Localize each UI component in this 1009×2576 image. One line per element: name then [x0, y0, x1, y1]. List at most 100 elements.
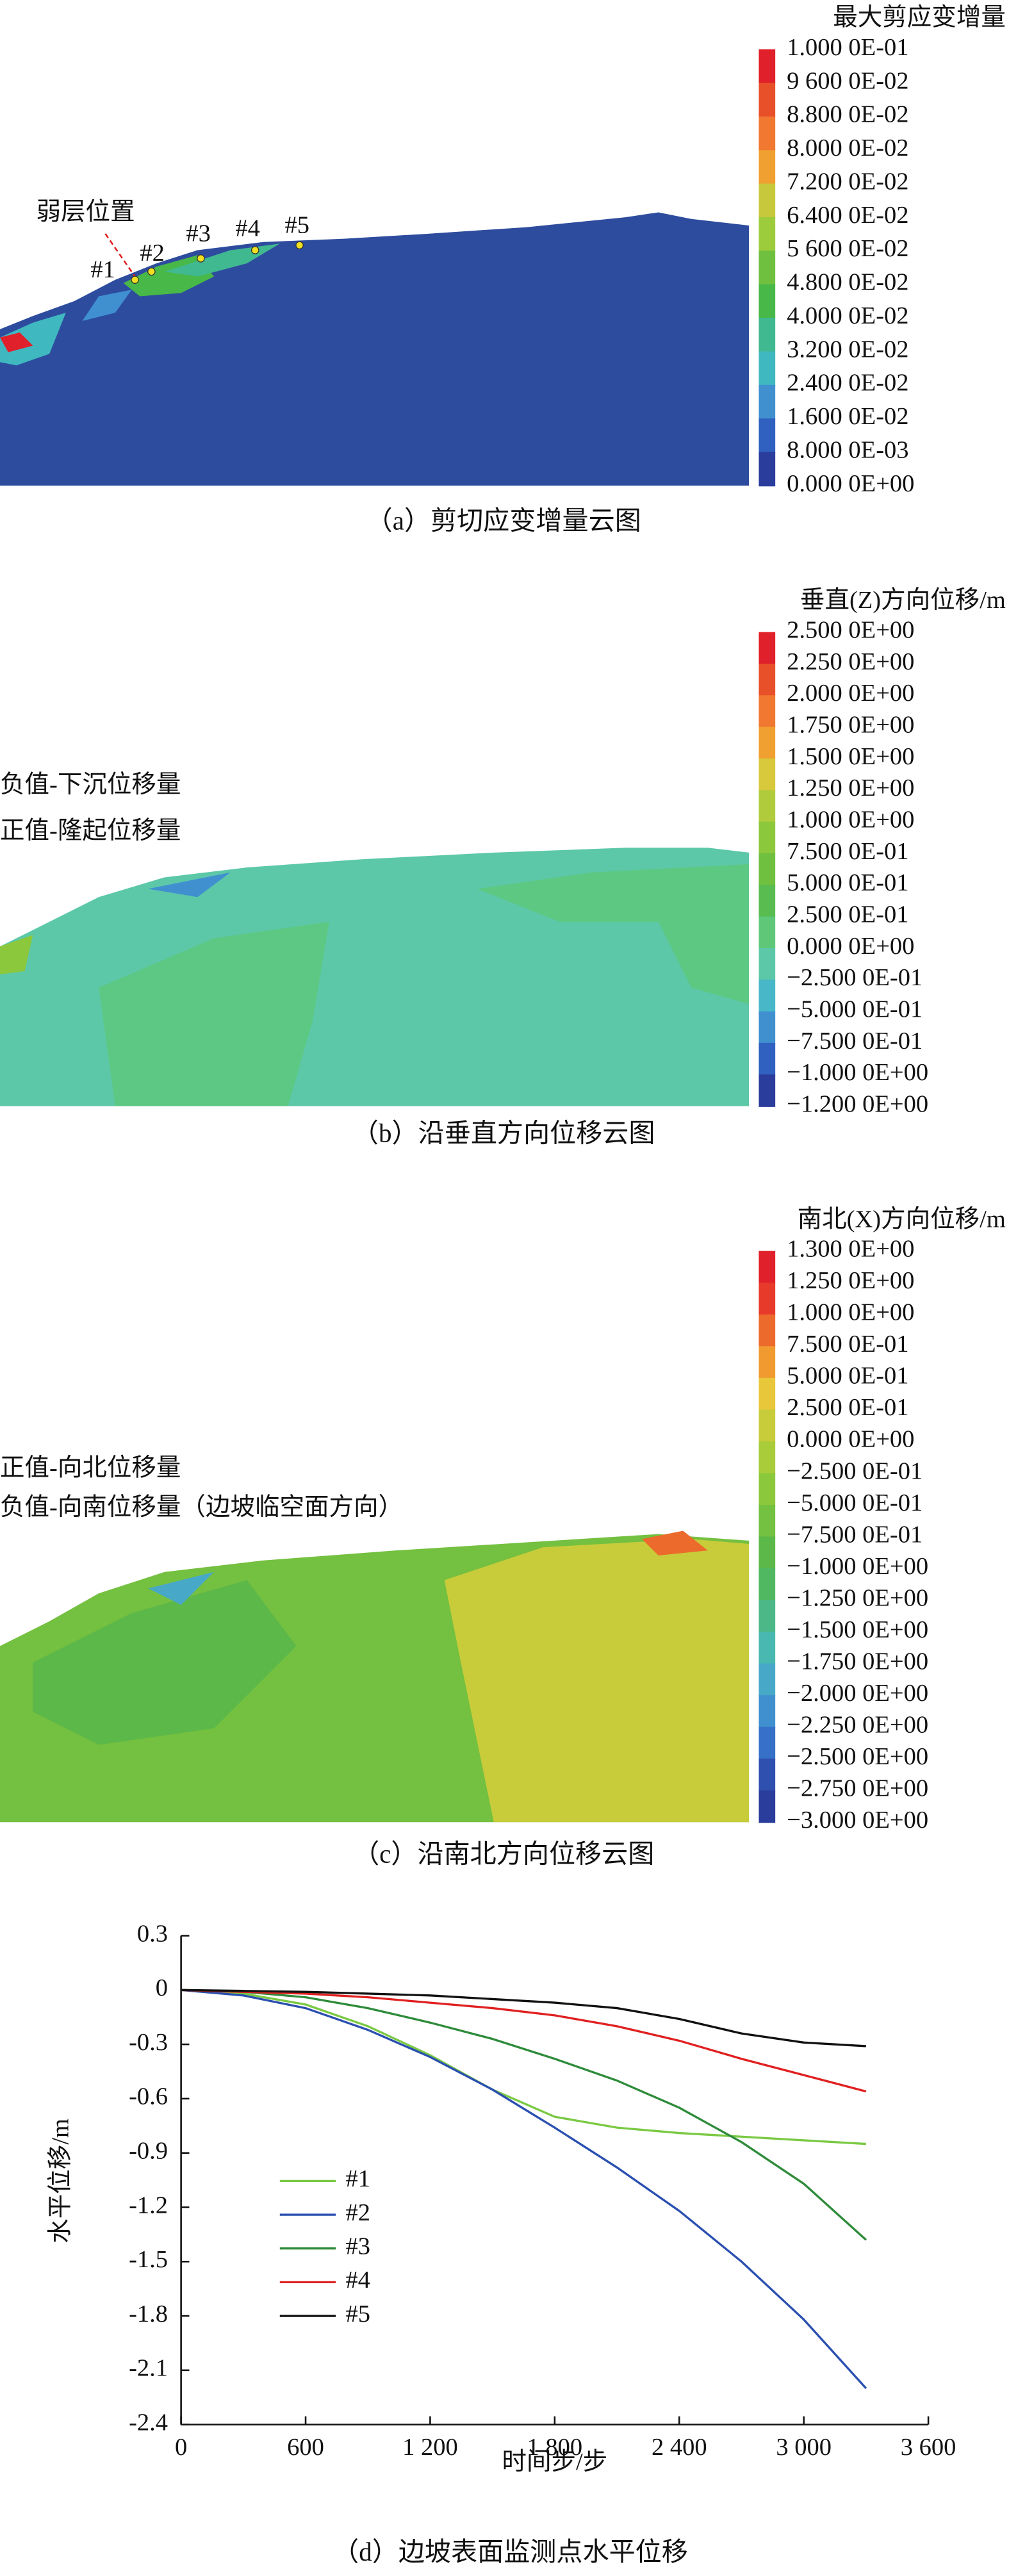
colorbar-label: −2.750 0E+00	[787, 1775, 928, 1802]
colorbar-label: −1.250 0E+00	[787, 1584, 928, 1611]
colorbar-band	[759, 1251, 776, 1284]
colorbar-band	[759, 1727, 776, 1760]
series-line	[181, 1989, 866, 2145]
colorbar-label: 1.250 0E+00	[787, 775, 914, 801]
monitor-point	[131, 275, 139, 284]
colorbar-band	[759, 916, 776, 949]
colorbar-band	[759, 116, 776, 151]
caption: （c）沿南北方向位移云图	[353, 1839, 654, 1869]
colorbar-label: 1.000 0E+00	[787, 1299, 914, 1326]
colorbar-label: 3.200 0E-02	[787, 336, 908, 363]
legend-title: 垂直(Z)方向位移/m	[800, 586, 1006, 614]
annotation: 正值-隆起位移量	[0, 817, 181, 844]
series-line	[181, 1989, 867, 2241]
colorbar-band	[759, 250, 776, 285]
colorbar-band	[759, 1663, 776, 1696]
colorbar-label: −7.500 0E-01	[787, 1028, 923, 1054]
y-tick-label: -0.6	[129, 2083, 168, 2110]
colorbar-label: 0.000 0E+00	[787, 470, 914, 497]
colorbar-label: 1.300 0E+00	[787, 1236, 914, 1263]
legend-label: #4	[346, 2267, 371, 2293]
colorbar-band	[759, 318, 776, 352]
y-tick-label: 0.3	[137, 1920, 168, 1947]
x-tick-label: 0	[175, 2434, 187, 2461]
colorbar-label: 8.800 0E-02	[787, 101, 908, 128]
colorbar-label: −2.000 0E+00	[787, 1680, 928, 1707]
colorbar-label: −2.500 0E+00	[787, 1743, 928, 1770]
colorbar-label: 2.500 0E+00	[787, 616, 914, 643]
colorbar-label: 1.250 0E+00	[787, 1267, 914, 1294]
annotation: #1	[90, 256, 115, 283]
y-axis-title: 水平位移/m	[46, 2119, 74, 2244]
colorbar-band	[759, 632, 776, 665]
colorbar-band	[759, 49, 776, 84]
colorbar-band	[759, 948, 776, 981]
colorbar-band	[759, 1074, 776, 1107]
colorbar-band	[759, 821, 776, 855]
colorbar-band	[759, 885, 776, 917]
caption: （b）沿垂直方向位移云图	[352, 1118, 655, 1147]
colorbar-band	[759, 726, 776, 760]
x-tick-label: 1 200	[402, 2434, 458, 2461]
colorbar-band	[759, 1568, 776, 1601]
contour-c	[0, 1530, 750, 1823]
colorbar-band	[759, 1536, 776, 1570]
colorbar-label: −2.250 0E+00	[787, 1711, 928, 1738]
series-line	[181, 1989, 867, 2390]
colorbar-label: 5.000 0E-01	[787, 1363, 908, 1390]
colorbar-band	[759, 790, 776, 823]
y-tick-label: -1.8	[129, 2301, 168, 2327]
colorbar-label: 2.500 0E-01	[787, 901, 908, 928]
colorbar-label: 7.500 0E-01	[787, 1331, 908, 1358]
colorbar-label: −1.500 0E+00	[787, 1616, 928, 1643]
colorbar-band	[759, 663, 776, 696]
x-tick-label: 2 400	[652, 2434, 707, 2461]
monitor-point	[295, 241, 304, 250]
colorbar-label: −1.000 0E+00	[787, 1553, 928, 1580]
y-tick-label: -1.5	[129, 2246, 168, 2273]
contour-a	[0, 212, 750, 486]
colorbar-band	[759, 1600, 776, 1633]
colorbar-band	[759, 351, 776, 386]
legend-title: 南北(X)方向位移/m	[798, 1205, 1006, 1233]
caption: （d）边坡表面监测点水平位移	[332, 2537, 688, 2566]
annotation: #4	[235, 215, 260, 242]
colorbar-label: 9 600 0E-02	[787, 67, 908, 94]
colorbar-band	[759, 284, 776, 319]
colorbar-band	[759, 83, 776, 118]
colorbar-label: −1.750 0E+00	[787, 1648, 928, 1675]
series-line	[181, 1989, 867, 2093]
colorbar-band	[759, 1377, 776, 1411]
colorbar-label: 5.000 0E-01	[787, 869, 908, 896]
annotation: 负值-向南位移量（边坡临空面方向）	[0, 1493, 403, 1521]
colorbar-label: −5.000 0E-01	[787, 1489, 923, 1516]
colorbar-band	[759, 1314, 776, 1347]
colorbar-band	[759, 1632, 776, 1664]
colorbar-band	[759, 1042, 776, 1076]
legend-label: #5	[346, 2301, 371, 2327]
colorbar-band	[759, 1441, 776, 1474]
colorbar-label: −3.000 0E+00	[787, 1807, 928, 1834]
colorbar-band	[759, 1346, 776, 1379]
legend-label: #2	[346, 2199, 371, 2226]
monitor-point	[197, 254, 205, 263]
series-line	[181, 1989, 866, 2047]
colorbar-label: 6.400 0E-02	[787, 202, 908, 229]
colorbar-label: 2.500 0E-01	[787, 1394, 908, 1421]
y-tick-label: -0.3	[129, 2029, 168, 2056]
x-tick-label: 600	[287, 2434, 324, 2461]
colorbar-band	[759, 1283, 776, 1316]
x-tick-label: 3 600	[901, 2434, 956, 2461]
x-tick-label: 3 000	[776, 2434, 832, 2461]
pointer	[104, 233, 136, 277]
x-axis-title: 时间步/步	[502, 2449, 607, 2475]
contour-b	[0, 848, 750, 1106]
colorbar-label: 8.000 0E-03	[787, 436, 908, 463]
colorbar-band	[759, 980, 776, 1012]
colorbar-label: 1.600 0E-02	[787, 403, 908, 430]
colorbar-band	[759, 1473, 776, 1506]
colorbar-band	[759, 150, 776, 185]
colorbar-band	[759, 1759, 776, 1792]
colorbar-label: −1.200 0E+00	[787, 1090, 928, 1117]
